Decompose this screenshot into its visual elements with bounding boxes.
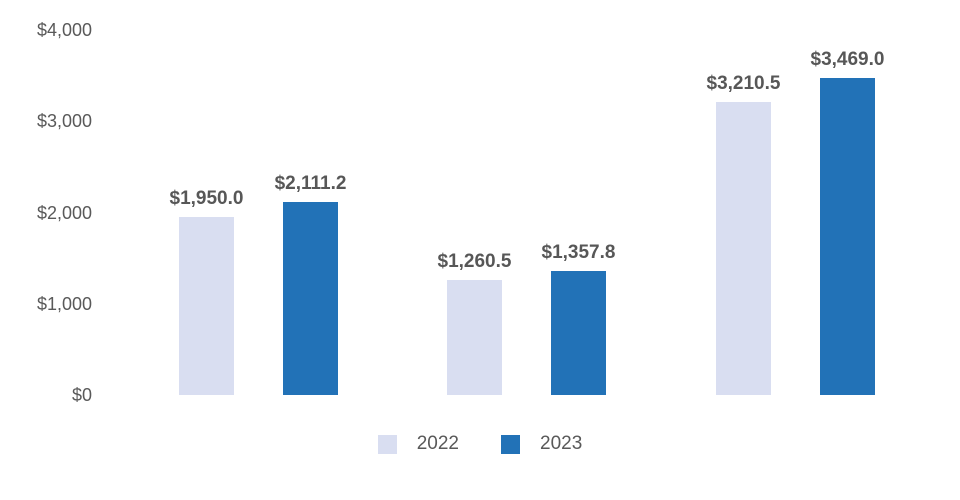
y-axis-tick-label: $2,000: [36, 202, 92, 223]
legend: 2022 2023: [0, 433, 960, 455]
bar-2023-group-2: [551, 271, 606, 395]
bar-2023-group-3: [820, 78, 875, 395]
legend-item-2023: 2023: [501, 433, 582, 455]
bar-value-label: $1,260.5: [437, 250, 512, 272]
bar-2022-group-1: [179, 217, 234, 395]
y-axis-tick-label: $0: [71, 385, 92, 405]
y-axis-tick-label: $1,000: [36, 293, 92, 314]
legend-item-2022: 2022: [377, 433, 459, 455]
legend-swatch-2022: [377, 434, 397, 454]
bar-2022-group-3: [716, 102, 771, 395]
legend-label: 2022: [416, 433, 459, 454]
bar-value-label: $1,950.0: [169, 188, 244, 210]
legend-label: 2023: [540, 433, 583, 454]
y-axis-tick-label: $4,000: [36, 20, 92, 40]
bar-value-label: $3,210.5: [706, 73, 781, 95]
bar-value-label: $2,111.2: [274, 173, 347, 195]
bar-value-label: $1,357.8: [541, 242, 616, 264]
bar-2022-group-2: [447, 279, 502, 395]
bar-2023-group-1: [283, 202, 338, 395]
legend-swatch-2023: [501, 434, 520, 454]
y-axis-tick-label: $3,000: [36, 111, 92, 132]
bar-value-label: $3,469.0: [810, 49, 885, 71]
